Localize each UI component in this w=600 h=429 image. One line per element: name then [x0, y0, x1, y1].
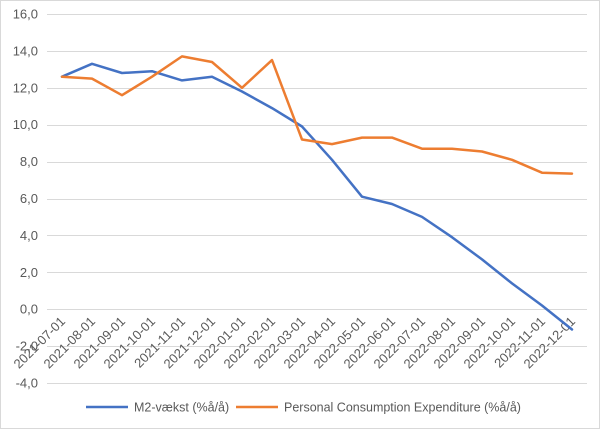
y-tick-label: -4,0 [16, 376, 38, 391]
legend-label-pce: Personal Consumption Expenditure (%å/å) [284, 401, 521, 415]
y-tick-label: 16,0 [13, 7, 38, 22]
legend: M2-vækst (%å/å) Personal Consumption Exp… [86, 401, 521, 415]
legend-item-pce: Personal Consumption Expenditure (%å/å) [236, 401, 521, 415]
legend-label-m2: M2-vækst (%å/å) [134, 401, 229, 415]
y-tick-label: 12,0 [13, 80, 38, 95]
y-tick-label: 2,0 [20, 265, 38, 280]
y-tick-label: -2,0 [16, 339, 38, 354]
y-tick-label: 8,0 [20, 154, 38, 169]
y-tick-label: 10,0 [13, 117, 38, 132]
gridlines [47, 14, 587, 384]
plot-series [60, 55, 574, 331]
legend-item-m2: M2-vækst (%å/å) [86, 401, 229, 415]
y-tick-label: 14,0 [13, 43, 38, 58]
y-axis-labels: 16,0 14,0 12,0 10,0 8,0 6,0 4,0 2,0 0,0 -2,0 -4,0 [13, 7, 38, 391]
y-tick-label: 0,0 [20, 302, 38, 317]
m2-series-line [60, 62, 574, 331]
pce-series-line [60, 55, 574, 175]
y-tick-label: 6,0 [20, 191, 38, 206]
y-tick-label: 4,0 [20, 228, 38, 243]
